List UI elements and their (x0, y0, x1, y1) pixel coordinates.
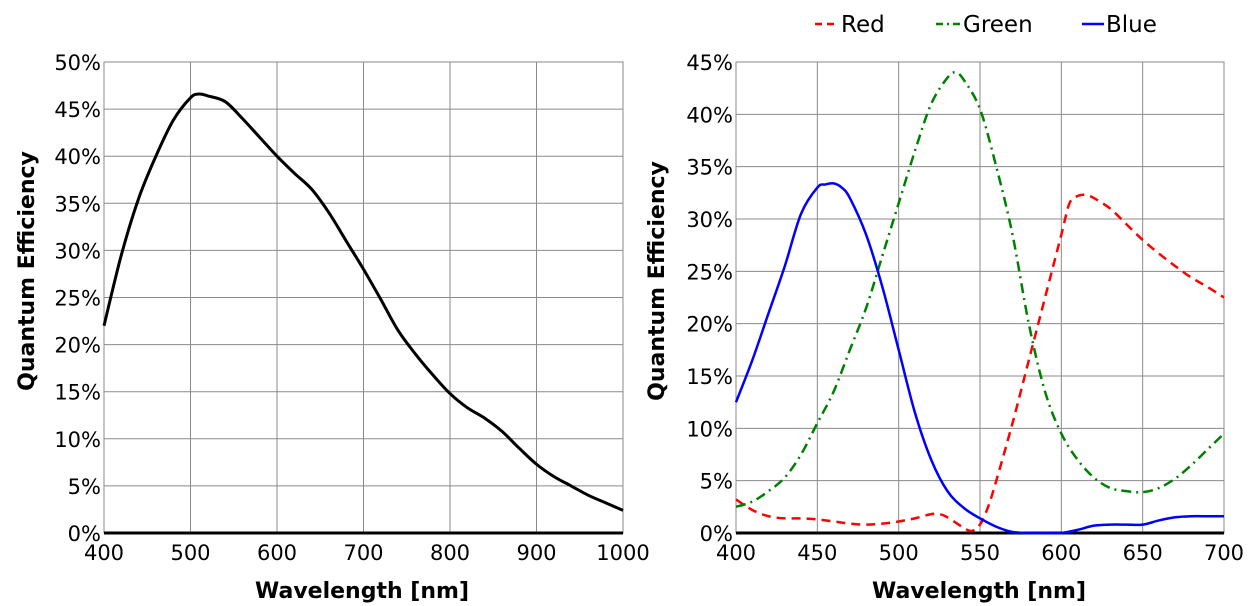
right-y-tick-label: 35% (686, 156, 733, 180)
right-y-tick-label: 45% (686, 51, 733, 75)
left-y-axis-label: Quantum Efficiency (15, 151, 40, 391)
right-x-tick-label: 700 (1204, 541, 1244, 565)
right-x-tick-label: 650 (1123, 541, 1163, 565)
right-y-tick-label: 25% (686, 260, 733, 284)
left-y-tick-label: 15% (54, 381, 101, 405)
legend-label-red: Red (841, 12, 885, 38)
right-y-tick-labels: 0% 5% 10% 15% 20% 25% 30% 35% 40% 45% (686, 51, 733, 546)
right-series-line-green (735, 71, 1225, 509)
right-series-line-blue (734, 182, 1224, 535)
left-y-tick-label: 0% (68, 522, 101, 546)
right-y-tick-label: 15% (686, 365, 733, 389)
left-x-tick-label: 700 (343, 541, 383, 565)
right-x-tick-labels: 400 450 500 550 600 650 700 (716, 541, 1244, 565)
left-gridlines (103, 61, 624, 535)
right-y-tick-label: 10% (686, 417, 733, 441)
legend-label-blue: Blue (1106, 12, 1157, 38)
left-x-tick-label: 1000 (596, 541, 649, 565)
left-y-tick-label: 50% (54, 51, 101, 75)
left-x-tick-label: 400 (84, 541, 124, 565)
left-x-tick-label: 500 (170, 541, 210, 565)
left-y-tick-labels: 0% 5% 10% 15% 20% 25% 30% 35% 40% 45% 50% (54, 51, 101, 546)
right-chart: 400 450 500 550 600 650 700 0% 5% 10% 15% 20% 25% 30… (645, 12, 1244, 604)
right-x-tick-label: 400 (716, 541, 756, 565)
right-y-tick-label: 20% (686, 313, 733, 337)
left-chart: 400 500 600 700 800 900 1000 0% 5% 10% 15% 20% 25% 3… (15, 51, 650, 604)
right-x-tick-label: 600 (1041, 541, 1081, 565)
left-y-tick-label: 20% (54, 334, 101, 358)
right-series-line-red (735, 193, 1225, 533)
left-y-tick-label: 25% (54, 287, 101, 311)
left-y-tick-label: 35% (54, 192, 101, 216)
legend-label-green: Green (963, 12, 1033, 38)
left-x-axis-label: Wavelength [nm] (255, 579, 469, 604)
left-y-tick-label: 5% (68, 475, 101, 499)
left-x-tick-labels: 400 500 600 700 800 900 1000 (84, 541, 650, 565)
left-x-tick-label: 900 (516, 541, 556, 565)
right-y-tick-label: 0% (700, 522, 733, 546)
right-y-tick-label: 40% (686, 103, 733, 127)
right-y-tick-label: 30% (686, 208, 733, 232)
right-x-tick-label: 550 (960, 541, 1000, 565)
left-series-group (102, 92, 624, 512)
right-x-tick-label: 450 (797, 541, 837, 565)
left-y-tick-label: 30% (54, 239, 101, 263)
legend: Red Green Blue (815, 12, 1157, 38)
left-x-tick-label: 800 (430, 541, 470, 565)
left-y-tick-label: 45% (54, 98, 101, 122)
right-y-axis-label: Quantum Efficiency (645, 161, 670, 401)
right-y-tick-label: 5% (700, 470, 733, 494)
right-x-axis-label: Wavelength [nm] (872, 579, 1086, 604)
left-y-tick-label: 40% (54, 145, 101, 169)
left-y-tick-label: 10% (54, 428, 101, 452)
right-gridlines (735, 61, 1225, 535)
left-series-line-0 (102, 92, 624, 512)
right-series-group (734, 71, 1225, 535)
left-x-tick-label: 600 (257, 541, 297, 565)
right-x-tick-label: 500 (879, 541, 919, 565)
